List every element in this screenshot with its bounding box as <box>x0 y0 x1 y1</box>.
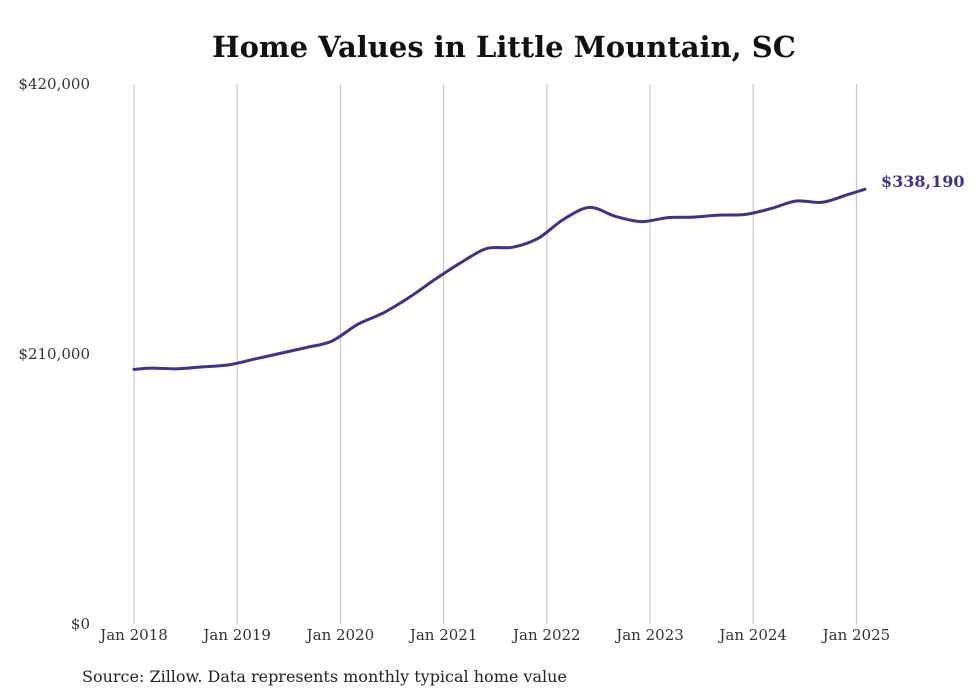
x-tick-label: Jan 2024 <box>717 626 787 644</box>
end-value-label: $338,190 <box>881 172 965 191</box>
y-tick-label: $210,000 <box>18 345 90 363</box>
chart-title: Home Values in Little Mountain, SC <box>212 30 796 64</box>
x-tick-label: Jan 2021 <box>408 626 478 644</box>
x-tick-label: Jan 2023 <box>614 626 684 644</box>
x-tick-label: Jan 2018 <box>98 626 168 644</box>
x-tick-label: Jan 2019 <box>201 626 271 644</box>
x-tick-label: Jan 2025 <box>821 626 891 644</box>
y-tick-label: $0 <box>71 615 90 633</box>
source-note: Source: Zillow. Data represents monthly … <box>82 667 567 686</box>
x-tick-label: Jan 2022 <box>511 626 581 644</box>
home-value-line <box>132 187 867 371</box>
y-tick-label: $420,000 <box>18 75 90 93</box>
line-chart: Jan 2018 Jan 2019 Jan 2020 Jan 2021 Jan 2022… <box>18 75 965 644</box>
x-tick-label: Jan 2020 <box>305 626 375 644</box>
